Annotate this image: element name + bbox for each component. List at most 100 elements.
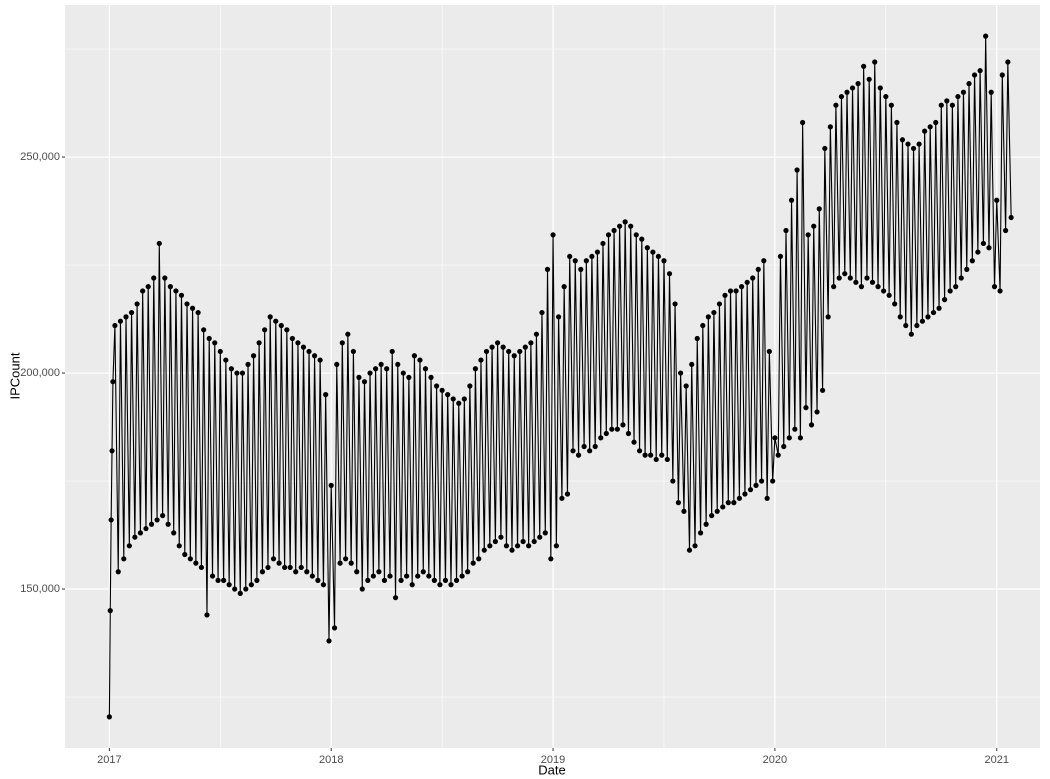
point — [145, 284, 151, 290]
point — [614, 426, 620, 432]
point — [875, 284, 881, 290]
point — [949, 102, 955, 108]
point — [171, 530, 177, 536]
point — [753, 482, 759, 488]
point — [298, 564, 304, 571]
point — [320, 582, 327, 588]
point — [953, 284, 959, 290]
point — [927, 124, 933, 130]
point — [705, 314, 711, 320]
point — [282, 564, 288, 571]
point — [323, 392, 329, 398]
point — [503, 543, 510, 549]
point — [345, 331, 351, 337]
point — [109, 448, 115, 454]
point — [664, 456, 670, 463]
point — [908, 331, 914, 337]
point — [365, 577, 371, 583]
point — [311, 353, 318, 359]
point — [148, 521, 155, 527]
point — [686, 547, 693, 553]
point — [212, 340, 218, 346]
point — [986, 245, 992, 251]
point — [209, 573, 216, 579]
point — [445, 392, 451, 398]
point — [714, 508, 720, 514]
point — [561, 284, 567, 290]
point — [905, 141, 911, 147]
point — [838, 93, 845, 100]
point — [245, 361, 251, 368]
point — [187, 556, 193, 562]
point — [431, 577, 437, 583]
point — [537, 534, 543, 540]
point — [983, 33, 989, 39]
point — [628, 223, 634, 229]
point — [522, 344, 528, 350]
point — [888, 102, 894, 108]
point — [853, 279, 859, 285]
point — [739, 284, 745, 290]
point — [916, 141, 922, 147]
point — [914, 322, 920, 329]
point — [864, 275, 870, 281]
point — [625, 430, 632, 437]
point — [947, 288, 953, 294]
point — [964, 266, 970, 272]
point — [273, 318, 279, 324]
point — [500, 344, 506, 350]
point — [221, 577, 227, 583]
point — [450, 396, 456, 402]
point — [938, 102, 944, 108]
point — [697, 530, 704, 536]
point — [108, 517, 114, 523]
point — [254, 577, 260, 583]
point — [526, 543, 532, 549]
point — [178, 292, 185, 298]
point — [165, 521, 171, 527]
point — [278, 322, 284, 329]
point — [581, 443, 587, 450]
point — [592, 443, 598, 450]
point — [620, 422, 626, 428]
point — [849, 85, 856, 91]
point — [681, 508, 687, 514]
point — [922, 128, 928, 134]
x-tick-label: 2018 — [319, 754, 343, 766]
point — [761, 258, 767, 264]
point — [886, 292, 892, 298]
point — [733, 288, 739, 294]
point — [678, 370, 684, 376]
point — [542, 530, 548, 536]
point — [925, 314, 931, 320]
point — [644, 245, 650, 251]
point — [617, 223, 623, 229]
point — [206, 335, 212, 342]
point — [564, 491, 571, 497]
point — [494, 340, 501, 346]
point — [356, 374, 362, 380]
point — [376, 569, 382, 575]
point — [128, 309, 135, 316]
point — [539, 309, 545, 316]
point — [239, 370, 246, 376]
point — [404, 573, 410, 579]
point — [259, 569, 266, 575]
point — [758, 478, 765, 484]
point — [598, 435, 604, 441]
point — [567, 253, 573, 260]
point — [354, 569, 360, 575]
point — [631, 439, 637, 445]
point — [1005, 59, 1011, 65]
point — [653, 456, 659, 463]
point — [999, 72, 1005, 78]
point — [797, 435, 804, 441]
x-tick-label: 2021 — [984, 754, 1008, 766]
point — [877, 85, 883, 91]
point — [700, 322, 706, 329]
point — [472, 366, 479, 372]
point — [883, 93, 889, 100]
point — [204, 612, 210, 618]
point — [622, 219, 628, 225]
point — [977, 68, 983, 74]
